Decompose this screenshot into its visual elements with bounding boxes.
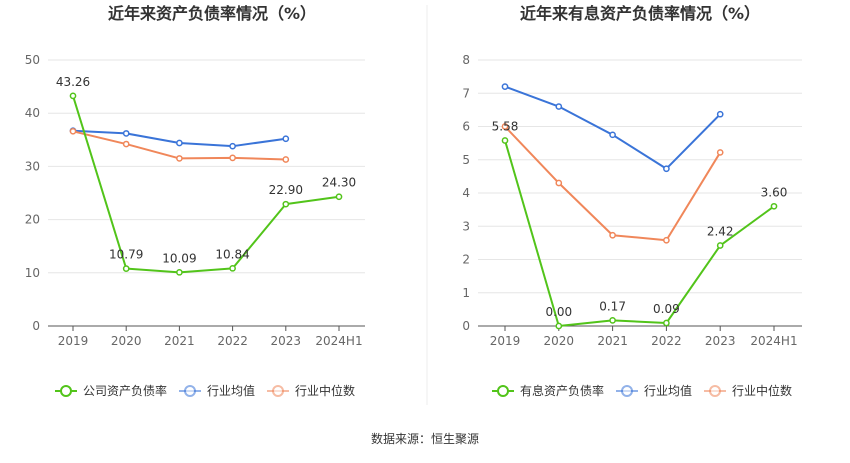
- legend-swatch-marker: [621, 385, 633, 397]
- data-point: [663, 165, 670, 173]
- data-label: 0.09: [653, 302, 680, 316]
- data-point: [122, 265, 130, 272]
- y-tick-label: 2: [462, 253, 470, 267]
- legend-item: 有息资产负债率: [492, 383, 604, 398]
- x-tick-label: 2023: [705, 334, 736, 348]
- data-point: [716, 242, 724, 249]
- y-tick-label: 8: [462, 53, 470, 67]
- data-point: [609, 316, 616, 324]
- data-label: 10.09: [162, 251, 196, 265]
- series-line: [504, 85, 721, 170]
- data-point: [716, 149, 724, 156]
- y-tick-label: 3: [462, 219, 470, 233]
- data-point: [716, 110, 724, 118]
- data-point: [555, 179, 563, 187]
- data-label: 10.79: [109, 248, 143, 262]
- data-label: 3.60: [761, 185, 788, 199]
- series-line: [72, 95, 340, 274]
- x-tick-label: 2023: [271, 334, 302, 348]
- legend-label: 行业均值: [644, 383, 692, 398]
- legend-item: 行业中位数: [267, 383, 355, 398]
- y-tick-label: 4: [462, 186, 470, 200]
- legend-swatch-marker: [60, 385, 72, 397]
- data-point: [176, 268, 183, 276]
- legend-label: 有息资产负债率: [520, 383, 604, 398]
- data-label: 5.58: [492, 119, 519, 133]
- data-point: [229, 154, 236, 162]
- y-tick-label: 6: [462, 120, 470, 134]
- data-label: 2.42: [707, 225, 734, 239]
- x-tick-label: 2022: [651, 334, 682, 348]
- legend-swatch-marker: [709, 385, 721, 397]
- legend-item: 行业中位数: [704, 383, 792, 398]
- data-label: 24.30: [322, 176, 356, 190]
- data-point: [555, 103, 563, 110]
- y-tick-label: 30: [25, 159, 40, 173]
- legend-swatch-marker: [272, 385, 284, 397]
- x-tick-label: 2020: [544, 334, 575, 348]
- series-line: [504, 125, 722, 242]
- chart-1: 近年来资产负债率情况（%） 0 10 20 30 40 50 2019 2020 2021 2022…: [25, 4, 365, 398]
- data-source: 数据来源：恒生聚源: [371, 431, 479, 446]
- data-point: [229, 264, 236, 272]
- data-point: [663, 236, 670, 244]
- legend-label: 公司资产负债率: [83, 383, 167, 398]
- data-point: [501, 83, 509, 90]
- x-tick-label: 2019: [490, 334, 521, 348]
- x-tick-label: 2024H1: [750, 334, 797, 348]
- data-point: [770, 202, 778, 210]
- legend-label: 行业均值: [207, 383, 255, 398]
- y-tick-label: 50: [25, 53, 40, 67]
- y-tick-label: 5: [462, 153, 470, 167]
- series-line: [504, 140, 775, 327]
- data-point: [609, 231, 616, 239]
- legend-swatch-marker: [497, 385, 509, 397]
- data-point: [282, 135, 290, 143]
- data-point: [282, 156, 290, 163]
- x-tick-label: 2019: [58, 334, 89, 348]
- x-tick-label: 2022: [217, 334, 248, 348]
- data-point: [229, 142, 236, 150]
- data-point: [501, 123, 509, 130]
- data-point: [663, 319, 670, 327]
- x-tick-label: 2024H1: [315, 334, 362, 348]
- data-point: [69, 127, 77, 135]
- data-point: [122, 140, 130, 148]
- y-tick-label: 0: [462, 319, 470, 333]
- y-tick-label: 10: [25, 266, 40, 280]
- y-tick-label: 20: [25, 213, 40, 227]
- data-point: [555, 322, 563, 330]
- x-tick-label: 2020: [111, 334, 142, 348]
- y-tick-label: 7: [462, 86, 470, 100]
- data-point: [609, 131, 616, 139]
- data-point: [122, 130, 130, 137]
- chart-title: 近年来资产负债率情况（%）: [108, 4, 316, 23]
- chart-title: 近年来有息资产负债率情况（%）: [520, 4, 760, 23]
- chart-2: 近年来有息资产负债率情况（%） 0 1 2 3 4 5 6 7 8 2019 2020 2021 2022…: [462, 4, 802, 398]
- data-point: [176, 155, 183, 162]
- legend-item: 行业均值: [179, 383, 255, 398]
- data-label: 43.26: [56, 75, 90, 89]
- data-point: [69, 92, 77, 100]
- x-tick-label: 2021: [597, 334, 628, 348]
- data-label: 0.00: [545, 305, 572, 319]
- legend-label: 行业中位数: [732, 383, 792, 398]
- legend-item: 行业均值: [616, 383, 692, 398]
- data-point: [176, 139, 183, 147]
- data-point: [335, 193, 343, 201]
- data-label: 22.90: [269, 183, 303, 197]
- y-tick-label: 40: [25, 106, 40, 120]
- x-tick-label: 2021: [164, 334, 195, 348]
- legend-item: 公司资产负债率: [55, 383, 167, 398]
- legend-swatch-marker: [184, 385, 196, 397]
- data-label: 10.84: [215, 247, 249, 261]
- data-point: [501, 137, 509, 144]
- data-label: 0.17: [599, 299, 626, 313]
- legend-label: 行业中位数: [295, 383, 355, 398]
- y-tick-label: 1: [462, 286, 470, 300]
- y-tick-label: 0: [32, 319, 40, 333]
- data-point: [282, 200, 290, 208]
